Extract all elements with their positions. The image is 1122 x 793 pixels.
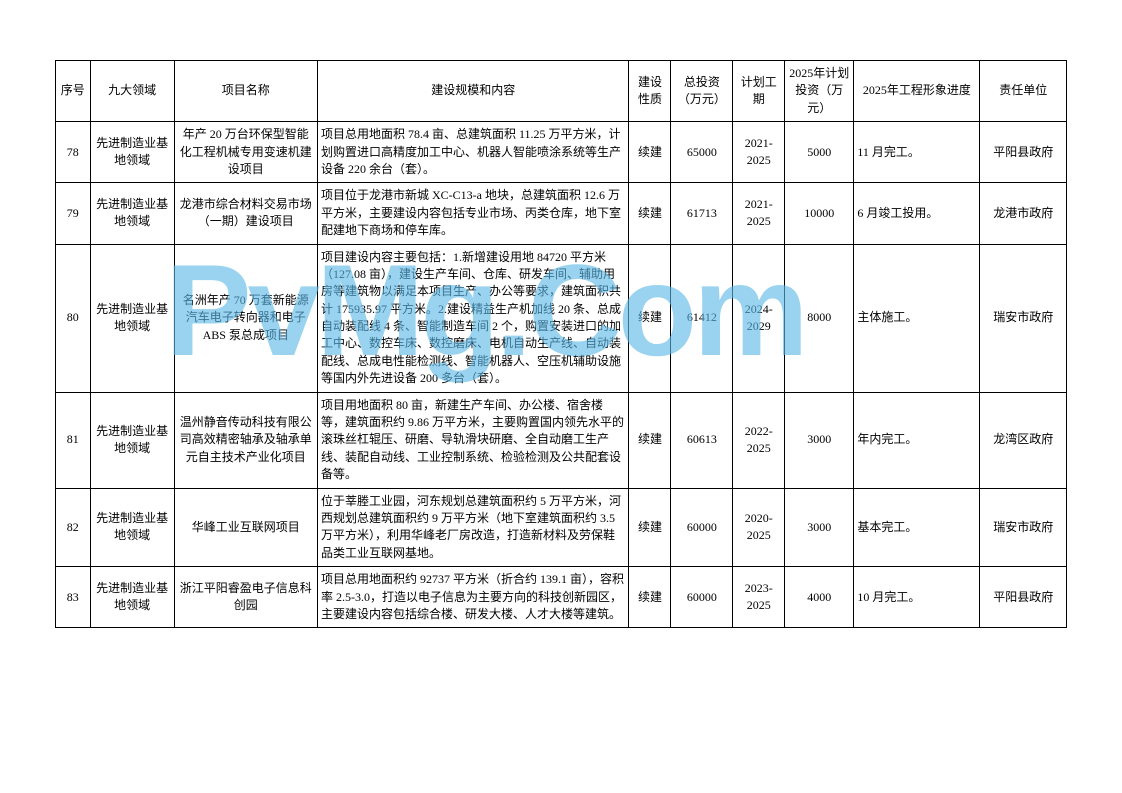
cell-nature: 续建 — [629, 244, 671, 392]
cell-seq: 79 — [56, 183, 91, 244]
col-header-field: 九大领域 — [90, 61, 174, 122]
cell-name: 浙江平阳睿盈电子信息科创园 — [174, 567, 317, 628]
col-header-resp: 责任单位 — [980, 61, 1067, 122]
cell-nature: 续建 — [629, 122, 671, 183]
cell-invest: 61713 — [671, 183, 733, 244]
col-header-period: 计划工期 — [733, 61, 785, 122]
cell-progress: 10 月完工。 — [854, 567, 980, 628]
cell-seq: 83 — [56, 567, 91, 628]
col-header-name: 项目名称 — [174, 61, 317, 122]
cell-nature: 续建 — [629, 392, 671, 488]
col-header-seq: 序号 — [56, 61, 91, 122]
cell-field: 先进制造业基地领域 — [90, 567, 174, 628]
cell-nature: 续建 — [629, 183, 671, 244]
cell-period: 2021-2025 — [733, 183, 785, 244]
cell-desc: 项目位于龙港市新城 XC-C13-a 地块，总建筑面积 12.6 万平方米，主要… — [317, 183, 628, 244]
table-row: 78先进制造业基地领域年产 20 万台环保型智能化工程机械专用变速机建设项目项目… — [56, 122, 1067, 183]
cell-desc: 位于莘塍工业园，河东规划总建筑面积约 5 万平方米，河西规划总建筑面积约 9 万… — [317, 488, 628, 567]
cell-plan: 5000 — [785, 122, 854, 183]
cell-seq: 80 — [56, 244, 91, 392]
cell-invest: 65000 — [671, 122, 733, 183]
col-header-plan: 2025年计划投资（万元） — [785, 61, 854, 122]
table-row: 81先进制造业基地领域温州静音传动科技有限公司高效精密轴承及轴承单元自主技术产业… — [56, 392, 1067, 488]
cell-name: 龙港市综合材料交易市场（一期）建设项目 — [174, 183, 317, 244]
cell-progress: 年内完工。 — [854, 392, 980, 488]
cell-invest: 60613 — [671, 392, 733, 488]
cell-seq: 78 — [56, 122, 91, 183]
cell-plan: 8000 — [785, 244, 854, 392]
col-header-desc: 建设规模和内容 — [317, 61, 628, 122]
cell-resp: 龙港市政府 — [980, 183, 1067, 244]
cell-progress: 主体施工。 — [854, 244, 980, 392]
table-row: 82先进制造业基地领域华峰工业互联网项目位于莘塍工业园，河东规划总建筑面积约 5… — [56, 488, 1067, 567]
cell-invest: 61412 — [671, 244, 733, 392]
table-row: 80先进制造业基地领域名洲年产 70 万套新能源汽车电子转向器和电子 ABS 泵… — [56, 244, 1067, 392]
cell-progress: 基本完工。 — [854, 488, 980, 567]
table-row: 79先进制造业基地领域龙港市综合材料交易市场（一期）建设项目项目位于龙港市新城 … — [56, 183, 1067, 244]
col-header-prog: 2025年工程形象进度 — [854, 61, 980, 122]
cell-plan: 3000 — [785, 392, 854, 488]
cell-resp: 平阳县政府 — [980, 567, 1067, 628]
table-row: 83先进制造业基地领域浙江平阳睿盈电子信息科创园项目总用地面积约 92737 平… — [56, 567, 1067, 628]
cell-period: 2021-2025 — [733, 122, 785, 183]
col-header-invest: 总投资（万元） — [671, 61, 733, 122]
cell-resp: 龙湾区政府 — [980, 392, 1067, 488]
cell-period: 2022-2025 — [733, 392, 785, 488]
cell-invest: 60000 — [671, 567, 733, 628]
cell-seq: 81 — [56, 392, 91, 488]
cell-period: 2024-2029 — [733, 244, 785, 392]
cell-desc: 项目总用地面积 78.4 亩、总建筑面积 11.25 万平方米，计划购置进口高精… — [317, 122, 628, 183]
cell-desc: 项目用地面积 80 亩，新建生产车间、办公楼、宿舍楼等，建筑面积约 9.86 万… — [317, 392, 628, 488]
cell-field: 先进制造业基地领域 — [90, 244, 174, 392]
cell-invest: 60000 — [671, 488, 733, 567]
table-header-row: 序号 九大领域 项目名称 建设规模和内容 建设性质 总投资（万元） 计划工期 2… — [56, 61, 1067, 122]
cell-field: 先进制造业基地领域 — [90, 183, 174, 244]
cell-nature: 续建 — [629, 488, 671, 567]
cell-resp: 瑞安市政府 — [980, 244, 1067, 392]
cell-name: 华峰工业互联网项目 — [174, 488, 317, 567]
cell-resp: 瑞安市政府 — [980, 488, 1067, 567]
cell-period: 2023-2025 — [733, 567, 785, 628]
cell-nature: 续建 — [629, 567, 671, 628]
cell-desc: 项目建设内容主要包括：1.新增建设用地 84720 平方米（127.08 亩），… — [317, 244, 628, 392]
cell-name: 年产 20 万台环保型智能化工程机械专用变速机建设项目 — [174, 122, 317, 183]
cell-field: 先进制造业基地领域 — [90, 488, 174, 567]
cell-resp: 平阳县政府 — [980, 122, 1067, 183]
cell-progress: 6 月竣工投用。 — [854, 183, 980, 244]
col-header-nature: 建设性质 — [629, 61, 671, 122]
cell-seq: 82 — [56, 488, 91, 567]
projects-table: 序号 九大领域 项目名称 建设规模和内容 建设性质 总投资（万元） 计划工期 2… — [55, 60, 1067, 628]
cell-desc: 项目总用地面积约 92737 平方米（折合约 139.1 亩），容积率 2.5-… — [317, 567, 628, 628]
cell-plan: 4000 — [785, 567, 854, 628]
cell-field: 先进制造业基地领域 — [90, 122, 174, 183]
cell-period: 2020-2025 — [733, 488, 785, 567]
cell-field: 先进制造业基地领域 — [90, 392, 174, 488]
page-container: 序号 九大领域 项目名称 建设规模和内容 建设性质 总投资（万元） 计划工期 2… — [0, 0, 1122, 688]
cell-plan: 10000 — [785, 183, 854, 244]
cell-progress: 11 月完工。 — [854, 122, 980, 183]
cell-name: 名洲年产 70 万套新能源汽车电子转向器和电子 ABS 泵总成项目 — [174, 244, 317, 392]
cell-plan: 3000 — [785, 488, 854, 567]
cell-name: 温州静音传动科技有限公司高效精密轴承及轴承单元自主技术产业化项目 — [174, 392, 317, 488]
